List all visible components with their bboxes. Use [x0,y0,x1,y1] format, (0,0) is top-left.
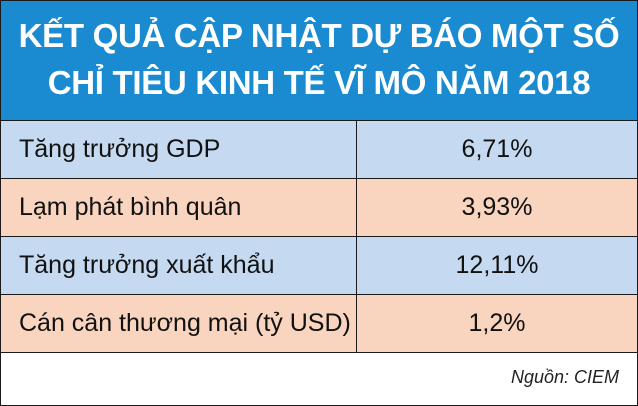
source-footer: Nguồn: CIEM [1,352,637,405]
row-label: Cán cân thương mại (tỷ USD) [19,309,351,337]
row-label: Lạm phát bình quân [19,193,242,221]
column-divider [356,237,357,294]
table-row-trade-balance: Cán cân thương mại (tỷ USD) 1,2% [1,294,637,352]
row-label: Tăng trưởng xuất khẩu [19,251,275,279]
column-divider [356,121,357,178]
row-value: 6,71% [461,135,533,163]
title-banner: KẾT QUẢ CẬP NHẬT DỰ BÁO MỘT SỐ CHỈ TIÊU … [1,1,637,120]
row-value: 12,11% [455,251,539,279]
title-line-2: CHỈ TIÊU KINH TẾ VĨ MÔ NĂM 2018 [47,64,591,101]
column-divider [356,179,357,236]
row-label: Tăng trưởng GDP [19,135,221,163]
title-line-1: KẾT QUẢ CẬP NHẬT DỰ BÁO MỘT SỐ [18,17,620,54]
table-row-export-growth: Tăng trưởng xuất khẩu 12,11% [1,236,637,294]
source-note: Nguồn: CIEM [510,367,619,387]
row-value: 1,2% [468,309,526,337]
table-row-inflation: Lạm phát bình quân 3,93% [1,178,637,236]
row-value: 3,93% [461,193,533,221]
table-row-gdp: Tăng trưởng GDP 6,71% [1,120,637,178]
column-divider [356,295,357,352]
